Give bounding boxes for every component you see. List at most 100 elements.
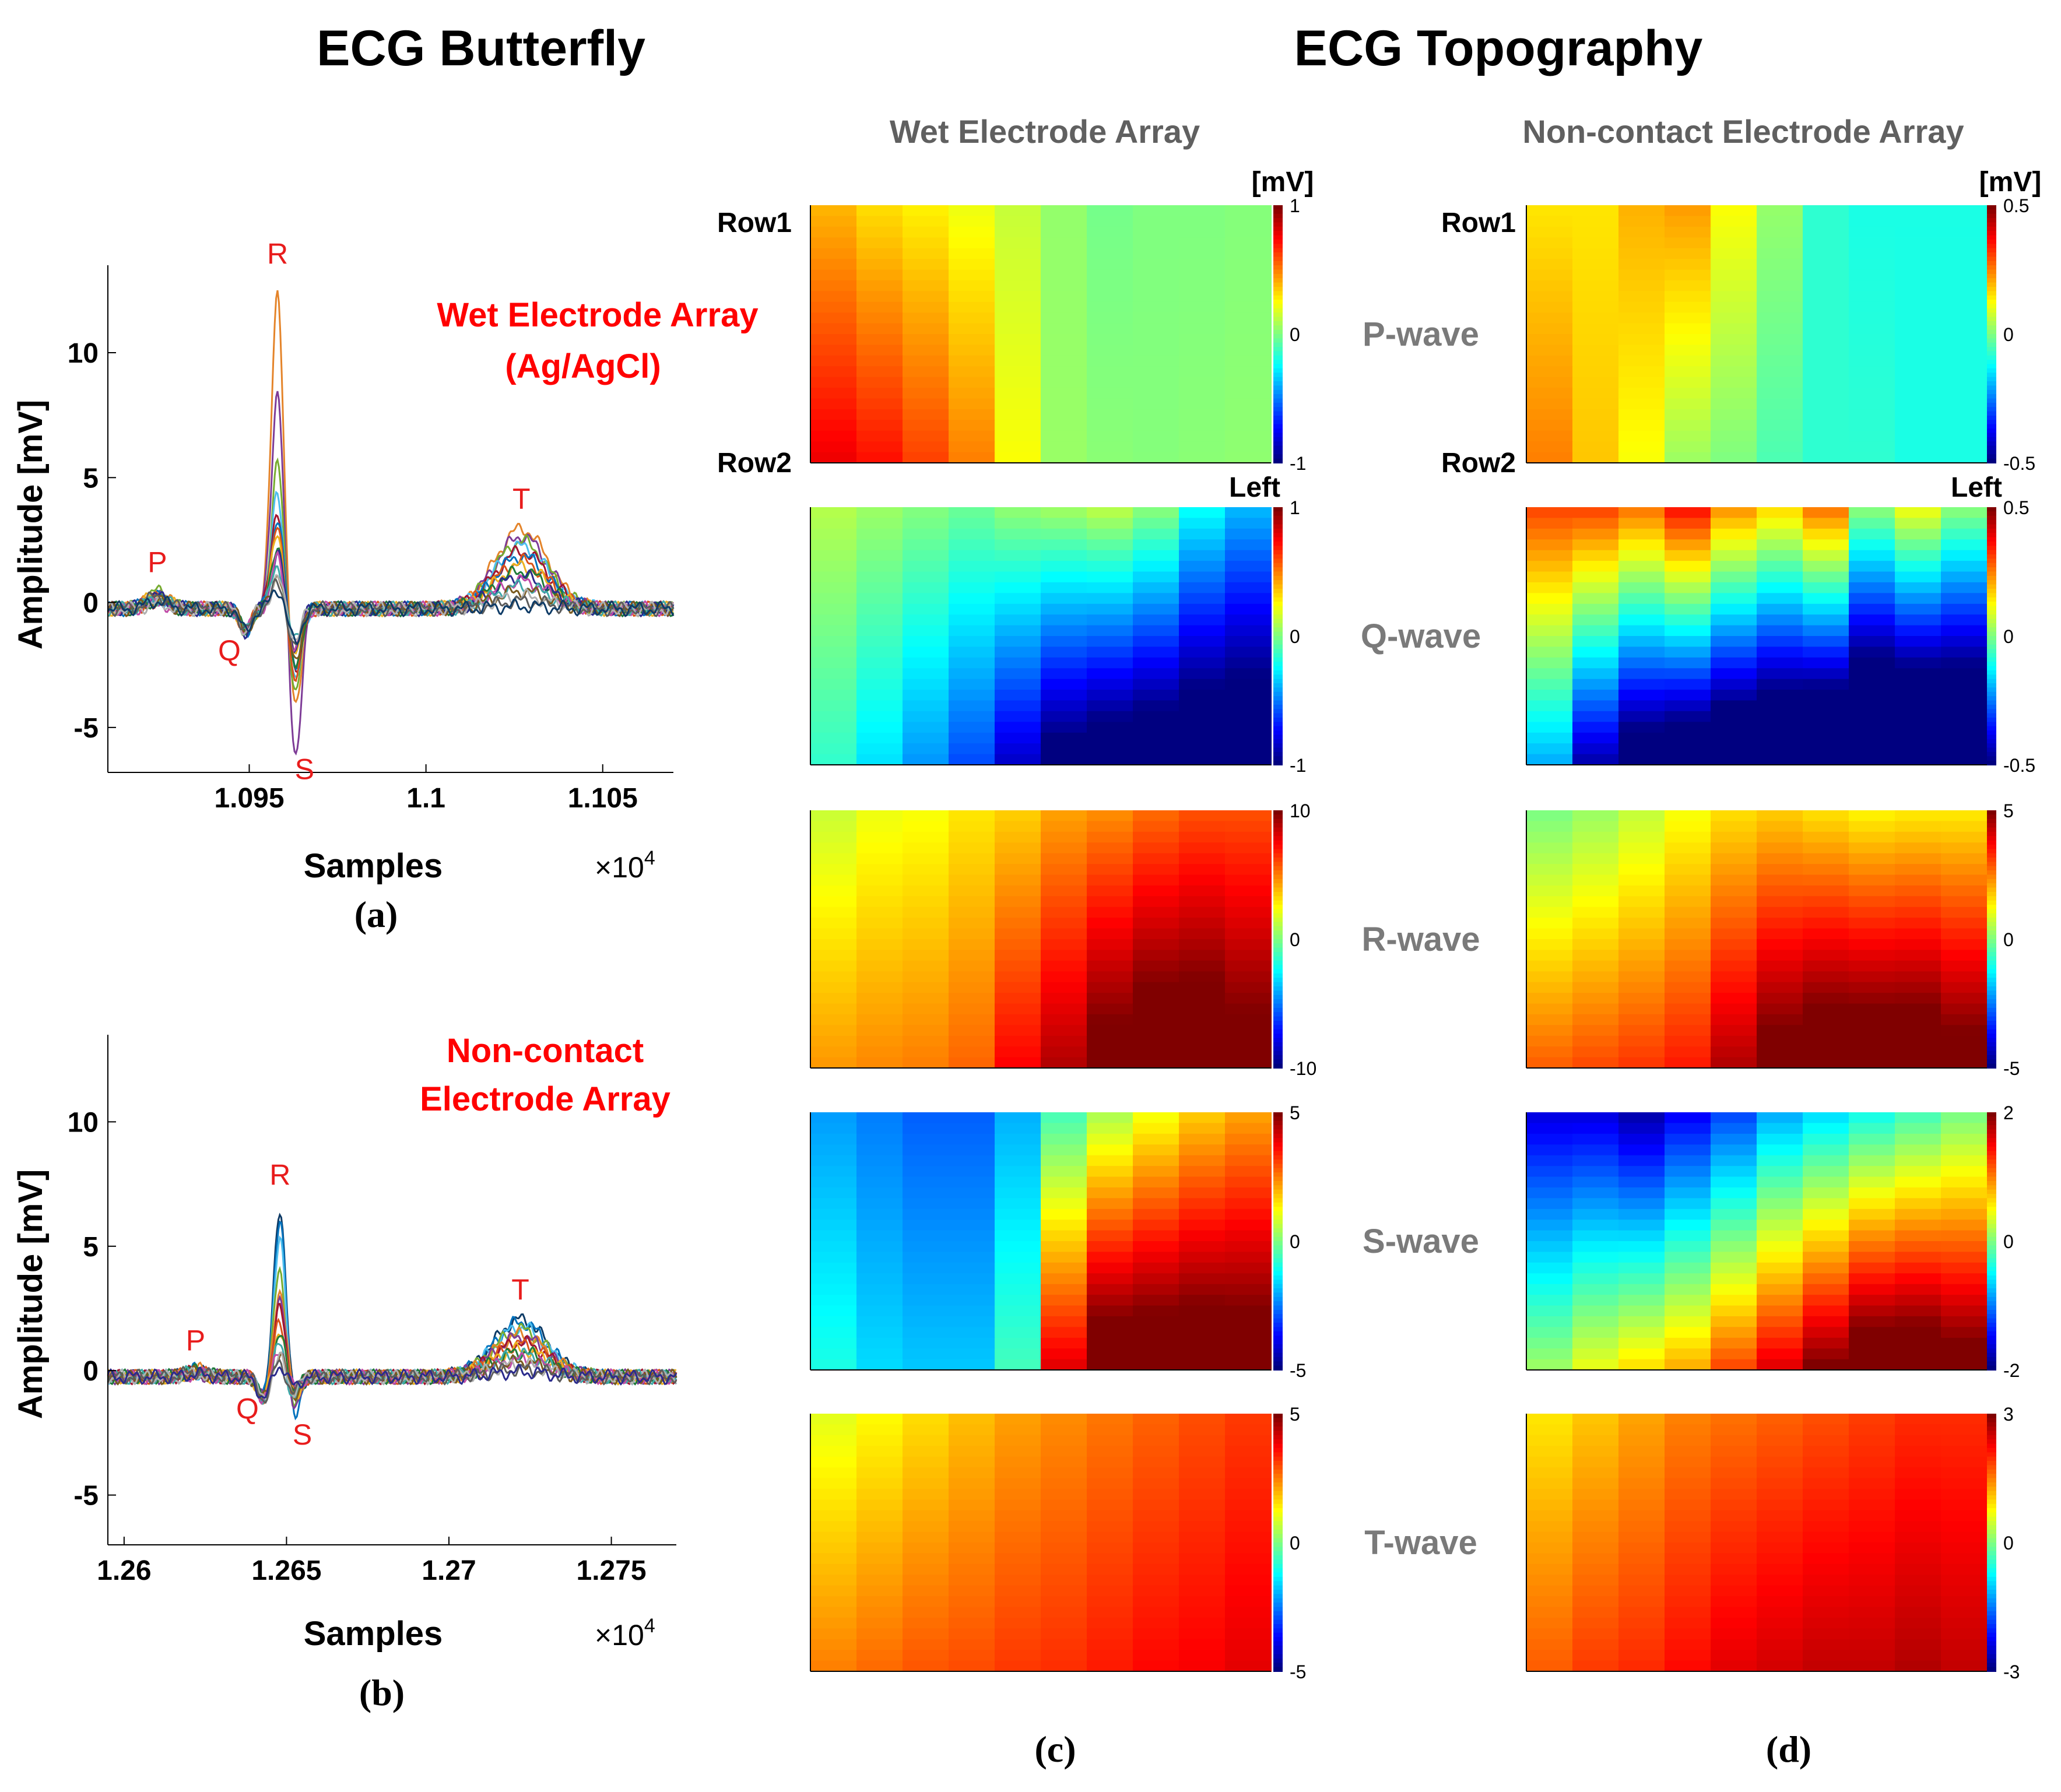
topo-cell (1179, 831, 1226, 844)
topo-cell (949, 226, 995, 238)
topo-cell (1803, 1187, 1849, 1199)
colorbar-segment (1273, 1547, 1283, 1552)
topo-cell (1179, 561, 1226, 572)
colorbar-segment (1987, 209, 1996, 215)
topo-cell (903, 1284, 949, 1296)
topo-cell (1526, 226, 1573, 238)
topo-cell (1618, 657, 1665, 669)
topo-cell (856, 1112, 903, 1124)
topo-cell (810, 842, 857, 854)
topo-cell (1133, 821, 1179, 832)
topo-cell (1895, 971, 1941, 983)
topo-cell (1179, 1198, 1226, 1210)
topo-cell (1572, 1112, 1619, 1124)
topo-cell (856, 906, 903, 919)
topo-cell (1133, 614, 1179, 626)
colorbar-segment (1273, 338, 1283, 343)
topo-cell (1941, 388, 1988, 399)
colorbar-segment (1273, 1563, 1283, 1569)
colorbar-segment (1987, 1305, 1996, 1310)
topo-cell (1757, 1316, 1803, 1328)
topo-cell (856, 1531, 903, 1543)
topo-cell (1041, 1488, 1087, 1501)
topo-cell (1711, 1187, 1757, 1199)
topo-cell (1711, 1510, 1757, 1522)
topo-cell (995, 1542, 1041, 1554)
topo-cell (1803, 312, 1849, 324)
topo-cell (1757, 582, 1803, 594)
topo-cell (1757, 1617, 1803, 1629)
topo-cell (903, 810, 949, 822)
colorbar-segment (1273, 1503, 1283, 1509)
topo-cell (1179, 928, 1226, 940)
colorbar-segment (1273, 1534, 1283, 1539)
topo-cell (810, 1305, 857, 1317)
colorbar-segment (1987, 823, 1996, 828)
topo-cell (1711, 1262, 1757, 1274)
topo-cell (1803, 323, 1849, 335)
colorbar-segment (1987, 1271, 1996, 1276)
colorbar-segment (1273, 571, 1283, 577)
colorbar-segment (1273, 1063, 1283, 1069)
topo-cell (1179, 668, 1226, 680)
topo-cell (810, 1046, 857, 1058)
topo-cell (1849, 1252, 1895, 1263)
topo-cell (1133, 1478, 1179, 1489)
topo-cell (1757, 636, 1803, 648)
topo-cell (949, 614, 995, 626)
topo-cell (1572, 1424, 1619, 1436)
colorbar-p-wave: 10-1 (1273, 195, 1306, 474)
topo-cell (1526, 906, 1573, 919)
topo-cell (810, 918, 857, 929)
topo-cell (1572, 269, 1619, 281)
topo-cell (1849, 1456, 1895, 1468)
topo-cell (1225, 1424, 1272, 1436)
colorbar-segment (1273, 458, 1283, 463)
topo-cell (1849, 1305, 1895, 1317)
topo-cell (1179, 1123, 1226, 1134)
topo-cell (995, 1628, 1041, 1640)
topo-cell (1665, 430, 1711, 442)
topo-cell (1179, 614, 1226, 626)
topo-cell (1179, 1575, 1226, 1586)
colorbar-segment (1273, 420, 1283, 425)
colorbar-segment (1987, 666, 1996, 671)
topo-cell (1179, 1424, 1226, 1436)
topo-cell (1179, 1414, 1226, 1425)
topo-cell (1618, 398, 1665, 410)
topo-cell (949, 420, 995, 431)
topo-cell (1087, 226, 1133, 238)
topo-cell (1179, 625, 1226, 637)
topo-cell (1041, 550, 1087, 562)
topo-cell (1849, 539, 1895, 551)
topo-cell (1711, 885, 1757, 897)
topo-cell (810, 1035, 857, 1048)
topo-cell (1941, 561, 1988, 572)
topo-cell (1941, 1510, 1988, 1522)
topo-cell (810, 1208, 857, 1221)
topo-cell (1041, 205, 1087, 217)
topo-cell (1179, 1284, 1226, 1296)
topo-cell (995, 1241, 1041, 1253)
x-tick-label: 1.095 (214, 783, 284, 814)
topo-cell (903, 1305, 949, 1317)
colorbar-segment (1987, 883, 1996, 888)
topo-cell (949, 1531, 995, 1543)
topo-cell (1618, 1198, 1665, 1210)
topo-cell (1849, 831, 1895, 844)
topo-cell (1041, 1456, 1087, 1468)
topo-cell (903, 366, 949, 378)
colorbar-segment (1273, 930, 1283, 936)
topo-cell (1895, 280, 1941, 292)
topo-cell (1087, 614, 1133, 626)
topo-cell (1041, 939, 1087, 951)
topo-cell (1133, 248, 1179, 260)
topo-cell (903, 1025, 949, 1036)
topo-cell (1526, 345, 1573, 356)
colorbar-segment (1987, 1172, 1996, 1178)
topo-cell (1087, 420, 1133, 431)
topo-cell (1665, 960, 1711, 972)
topo-cell (856, 1166, 903, 1178)
topo-cell (1041, 1112, 1087, 1124)
colorbar-segment (1987, 1538, 1996, 1543)
